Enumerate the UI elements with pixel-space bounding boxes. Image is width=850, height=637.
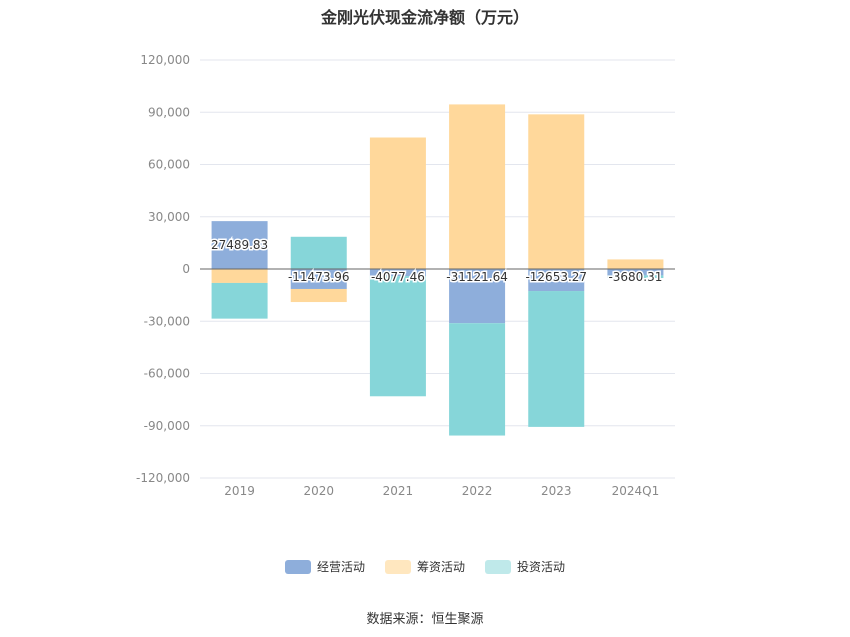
y-tick-label: -120,000 [136, 471, 190, 485]
bar-operating [369, 269, 426, 277]
bar-investing [211, 282, 268, 319]
x-tick-label: 2020 [303, 484, 334, 498]
legend-item-operating[interactable]: 经营活动 [284, 558, 365, 575]
chart-title: 金刚光伏现金流净额（万元） [320, 8, 529, 27]
bar-operating [528, 269, 585, 292]
data-label: -11473.96 [288, 270, 350, 284]
source-note: 数据来源：恒生聚源 [366, 612, 484, 627]
legend-swatch-investing [485, 559, 511, 574]
data-label: -3680.31 [608, 270, 662, 284]
y-tick-label: 30,000 [148, 210, 190, 224]
bar-investing [528, 291, 585, 427]
y-tick-label: -60,000 [144, 367, 190, 381]
bar-operating [449, 269, 506, 324]
bar-financing [449, 104, 506, 269]
bar-investing [369, 276, 426, 397]
bar-operating [211, 221, 268, 269]
legend-item-financing[interactable]: 筹资活动 [384, 558, 465, 575]
legend-label-financing: 筹资活动 [416, 560, 465, 574]
x-tick-label: 2022 [462, 484, 493, 498]
x-tick-label: 2019 [224, 484, 255, 498]
y-tick-label: 120,000 [140, 53, 190, 67]
bar-financing [528, 114, 585, 269]
x-tick-label: 2021 [383, 484, 414, 498]
y-tick-label: 90,000 [148, 105, 190, 119]
legend-swatch-financing [384, 559, 411, 574]
bar-financing [369, 137, 426, 269]
bar-financing [607, 259, 664, 269]
y-tick-label: -30,000 [144, 314, 190, 328]
bar-operating [607, 269, 664, 276]
x-tick-label: 2023 [541, 484, 572, 498]
data-label: -31121.64 [446, 270, 508, 284]
bar-investing [290, 236, 347, 269]
legend-label-operating: 经营活动 [316, 560, 365, 574]
legend-item-investing[interactable]: 投资活动 [485, 558, 565, 575]
data-label: 27489.83 [211, 238, 268, 252]
legend-label-investing: 投资活动 [517, 560, 566, 574]
bar-financing [211, 269, 268, 283]
y-tick-label: -90,000 [144, 419, 190, 433]
legend: 经营活动 筹资活动 投资活动 [0, 558, 850, 575]
data-label: -12653.27 [525, 270, 587, 284]
x-tick-label: 2024Q1 [612, 484, 660, 498]
bar-investing [607, 275, 664, 279]
bar-financing [290, 288, 347, 303]
bar-operating [290, 269, 347, 289]
y-tick-label: 0 [182, 262, 190, 276]
y-tick-label: 60,000 [148, 158, 190, 172]
data-label: -4077.46 [371, 270, 425, 284]
bar-investing [449, 323, 506, 436]
legend-swatch-operating [284, 559, 311, 574]
